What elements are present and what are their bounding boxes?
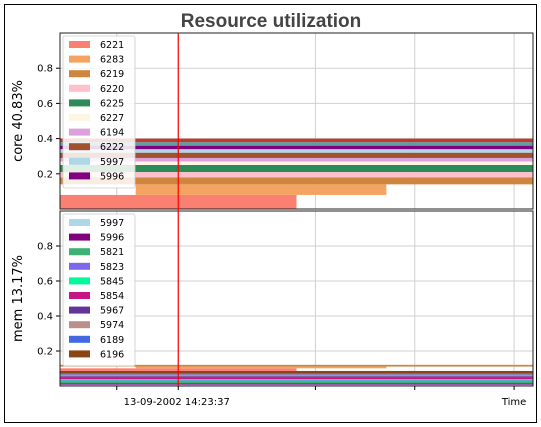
bar-core-6194 xyxy=(60,157,533,162)
legend-label: 5823 xyxy=(100,262,124,273)
legend-swatch xyxy=(69,172,90,180)
legend-swatch xyxy=(69,219,90,226)
y-tick-label: 0.4 xyxy=(37,312,53,323)
y-tick-label: 0.8 xyxy=(37,242,53,253)
legend-label: 5845 xyxy=(100,276,124,287)
y-tick-label: 0.2 xyxy=(37,347,53,358)
bar-core-6225 xyxy=(60,165,533,173)
y-tick-label: 0.6 xyxy=(37,99,53,110)
legend-label: 5821 xyxy=(100,247,124,258)
legend-label: 6222 xyxy=(100,142,124,153)
y-tick-label: 0.8 xyxy=(37,64,53,75)
y-tick-label: 0.2 xyxy=(37,169,53,180)
bar-core-6219 xyxy=(60,177,533,185)
legend-swatch xyxy=(69,262,90,270)
legend-label: 6189 xyxy=(100,335,124,346)
legend-swatch xyxy=(69,157,90,165)
bar-core-5823 xyxy=(60,138,533,143)
legend-label: 6227 xyxy=(100,113,124,124)
y-tick-label: 0.4 xyxy=(37,134,53,145)
bar-mem-6189 xyxy=(60,373,533,375)
bar-mem-5996 xyxy=(60,383,533,385)
bar-core-5997 xyxy=(60,149,533,153)
legend-swatch xyxy=(69,114,90,121)
plot-area xyxy=(60,211,533,386)
legend-swatch xyxy=(69,128,90,136)
bar-mem-5967 xyxy=(60,376,533,378)
legend-swatch xyxy=(69,84,90,92)
panel-mem: 0.2 0.4 0.6 0.8 mem 13.17% 5997 5996 5821 5823 58… xyxy=(11,210,534,387)
legend-swatch xyxy=(69,277,90,285)
bar-core-6220 xyxy=(60,172,533,178)
legend-swatch xyxy=(69,350,90,358)
chart-svg: Resource utilization 0.2 0.4 0.6 0.8 core 40… xyxy=(11,11,534,408)
legend-label: 5967 xyxy=(100,306,124,317)
legend-label: 5974 xyxy=(100,320,124,331)
bar-mem-5854 xyxy=(60,377,533,379)
bar-mem-5974 xyxy=(60,374,533,377)
legend-label: 5854 xyxy=(100,291,124,302)
panels-layer: 0.2 0.4 0.6 0.8 core 40.83% 6221 6283 6219 6220 6… xyxy=(11,32,534,390)
legend-label: 6220 xyxy=(100,84,124,95)
legend-label: 6196 xyxy=(100,349,124,360)
legend-label: 5997 xyxy=(100,157,124,168)
legend-label: 5996 xyxy=(100,233,124,244)
bar-mem-5997 xyxy=(60,384,533,386)
bar-core-6283 xyxy=(135,184,387,195)
legend-label: 6194 xyxy=(100,128,124,139)
bar-mem-5845 xyxy=(60,379,533,381)
legend-label: 5997 xyxy=(100,218,124,229)
legend-swatch xyxy=(69,248,90,256)
bar-core-5821 xyxy=(60,142,533,146)
chart-title: Resource utilization xyxy=(181,11,362,32)
bar-mem-5821 xyxy=(60,381,533,384)
legend-swatch xyxy=(69,335,90,343)
bar-mem-6283 xyxy=(135,366,387,369)
bar-mem-6196 xyxy=(60,370,533,374)
bar-core-5996 xyxy=(60,145,533,150)
x-axis: 13-09-2002 14:23:37 Time xyxy=(124,397,527,408)
bar-mem-6219 xyxy=(60,364,533,367)
bar-mem-5823 xyxy=(60,380,533,382)
legend-label: 6221 xyxy=(100,40,124,51)
legend-swatch xyxy=(69,233,90,241)
legend-swatch xyxy=(69,292,90,299)
legend-swatch xyxy=(69,321,90,329)
legend-label: 6283 xyxy=(100,55,124,66)
legend-swatch xyxy=(69,70,90,78)
legend-swatch xyxy=(69,41,90,48)
y-axis-label-core: core 40.83% xyxy=(11,80,26,162)
legend-swatch xyxy=(69,99,90,107)
plot-border xyxy=(59,32,534,210)
x-axis-label: Time xyxy=(501,397,526,408)
legend-label: 6219 xyxy=(100,69,124,80)
y-tick-label: 0.6 xyxy=(37,277,53,288)
legend-swatch xyxy=(69,143,90,151)
legend-label: 5996 xyxy=(100,171,124,182)
legend-label: 6225 xyxy=(100,98,124,109)
legend-swatch xyxy=(69,55,90,63)
bar-core-6227 xyxy=(60,161,533,165)
y-axis-label-mem: mem 13.17% xyxy=(11,255,26,342)
chart-frame: Resource utilization 0.2 0.4 0.6 0.8 core 40… xyxy=(4,4,537,423)
x-marker-tick-label: 13-09-2002 14:23:37 xyxy=(124,397,230,408)
plot-border xyxy=(59,210,534,387)
bar-core-6222 xyxy=(60,152,533,158)
legend-swatch xyxy=(69,306,90,314)
panel-core: 0.2 0.4 0.6 0.8 core 40.83% 6221 6283 6219 6220 6… xyxy=(11,32,534,210)
